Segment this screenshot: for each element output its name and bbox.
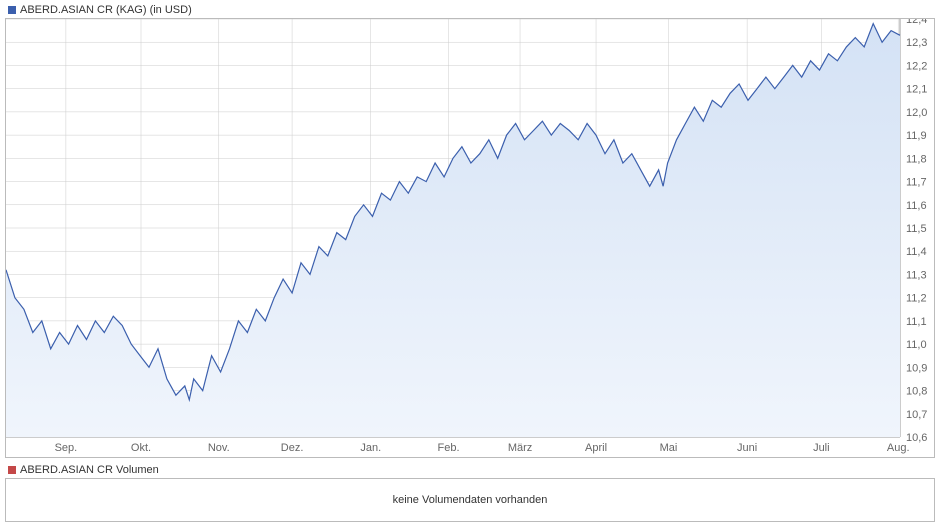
svg-text:11,6: 11,6 [906, 200, 927, 212]
svg-text:11,1: 11,1 [906, 316, 927, 328]
no-volume-text: keine Volumendaten vorhanden [393, 494, 548, 506]
svg-text:Dez.: Dez. [281, 442, 304, 454]
svg-text:11,0: 11,0 [906, 339, 927, 351]
svg-text:Feb.: Feb. [438, 442, 460, 454]
svg-text:Juni: Juni [737, 442, 757, 454]
svg-text:12,2: 12,2 [906, 60, 927, 72]
chart-container: ABERD.ASIAN CR (KAG) (in USD) 12,412,312… [0, 0, 940, 526]
svg-text:Aug.: Aug. [887, 442, 910, 454]
svg-text:12,0: 12,0 [906, 107, 927, 119]
svg-text:11,3: 11,3 [906, 269, 927, 281]
svg-text:10,7: 10,7 [906, 409, 927, 421]
svg-text:11,9: 11,9 [906, 130, 927, 142]
volume-chart-area: keine Volumendaten vorhanden [5, 478, 935, 522]
svg-text:Sep.: Sep. [55, 442, 78, 454]
svg-text:12,3: 12,3 [906, 37, 927, 49]
svg-text:12,4: 12,4 [906, 19, 927, 26]
svg-text:10,8: 10,8 [906, 386, 927, 398]
svg-text:April: April [585, 442, 607, 454]
volume-legend-label: ABERD.ASIAN CR Volumen [20, 464, 159, 476]
price-legend-marker [8, 6, 16, 14]
svg-text:11,4: 11,4 [906, 246, 927, 258]
svg-text:11,2: 11,2 [906, 293, 927, 305]
volume-legend-marker [8, 466, 16, 474]
price-legend-label: ABERD.ASIAN CR (KAG) (in USD) [20, 4, 192, 16]
svg-text:Okt.: Okt. [131, 442, 151, 454]
price-chart-area: 12,4 12,3 12,2 12,1 12,0 11,9 11,8 11,7 11,6 11,5… [5, 18, 935, 458]
svg-text:Juli: Juli [813, 442, 830, 454]
svg-text:11,8: 11,8 [906, 153, 927, 165]
svg-text:März: März [508, 442, 532, 454]
svg-text:Jan.: Jan. [360, 442, 381, 454]
svg-text:11,5: 11,5 [906, 223, 927, 235]
svg-text:12,1: 12,1 [906, 84, 927, 96]
svg-text:Mai: Mai [660, 442, 678, 454]
price-chart-svg: 12,4 12,3 12,2 12,1 12,0 11,9 11,8 11,7 11,6 11,5… [6, 19, 934, 457]
price-legend: ABERD.ASIAN CR (KAG) (in USD) [8, 4, 192, 16]
svg-text:11,7: 11,7 [906, 177, 927, 189]
volume-legend: ABERD.ASIAN CR Volumen [8, 464, 159, 476]
svg-text:10,9: 10,9 [906, 362, 927, 374]
svg-text:Nov.: Nov. [208, 442, 230, 454]
